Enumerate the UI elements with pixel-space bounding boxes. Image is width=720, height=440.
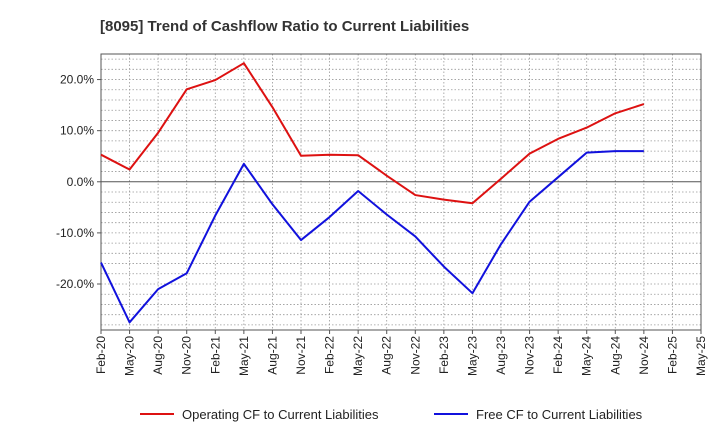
x-tick-label: Feb-22 [323, 336, 337, 374]
x-tick-label: May-22 [351, 336, 365, 376]
x-tick-label: May-24 [580, 336, 594, 376]
x-tick-label: Aug-24 [608, 336, 622, 375]
legend-label: Operating CF to Current Liabilities [182, 407, 379, 422]
x-tick-label: Nov-20 [180, 336, 194, 375]
x-tick-label: Feb-23 [437, 336, 451, 374]
legend: Operating CF to Current Liabilities Free … [140, 407, 643, 422]
plot-frame [100, 53, 702, 331]
x-tick-label: Aug-21 [265, 336, 279, 375]
y-tick-label: -20.0% [56, 277, 94, 291]
x-tick-label: May-25 [694, 336, 708, 376]
x-tick-label: Aug-22 [380, 336, 394, 375]
operating-cf-line [100, 62, 645, 205]
plot-area [101, 54, 701, 330]
x-tick-label: May-23 [465, 336, 479, 376]
x-tick-label: Nov-21 [294, 336, 308, 375]
x-tick-label: Nov-24 [637, 336, 651, 375]
chart-title: [8095] Trend of Cashflow Ratio to Curren… [100, 18, 469, 35]
x-tick-label: Nov-23 [523, 336, 537, 375]
x-tick-label: Feb-24 [551, 336, 565, 374]
x-tick-label: Nov-22 [408, 336, 422, 375]
x-tick-label: May-21 [237, 336, 251, 376]
legend-label: Free CF to Current Liabilities [476, 407, 643, 422]
y-tick-label: -10.0% [56, 226, 94, 240]
y-tick-label: 20.0% [60, 73, 94, 87]
series-lines [100, 62, 645, 324]
x-axis-ticks: Feb-20 May-20 Aug-20 Nov-20 Feb-21 May-21 Aug-… [94, 330, 708, 376]
y-tick-label: 0.0% [67, 175, 95, 189]
x-tick-label: Aug-20 [151, 336, 165, 375]
x-tick-label: Feb-20 [94, 336, 108, 374]
y-axis-ticks: 20.0% 10.0% 0.0% -10.0% -20.0% [56, 73, 101, 291]
x-tick-label: May-20 [123, 336, 137, 376]
x-tick-label: Aug-23 [494, 336, 508, 375]
gridlines [101, 54, 701, 330]
x-tick-label: Feb-21 [208, 336, 222, 374]
x-tick-label: Feb-25 [665, 336, 679, 374]
y-tick-label: 10.0% [60, 124, 94, 138]
free-cf-line [100, 150, 644, 324]
